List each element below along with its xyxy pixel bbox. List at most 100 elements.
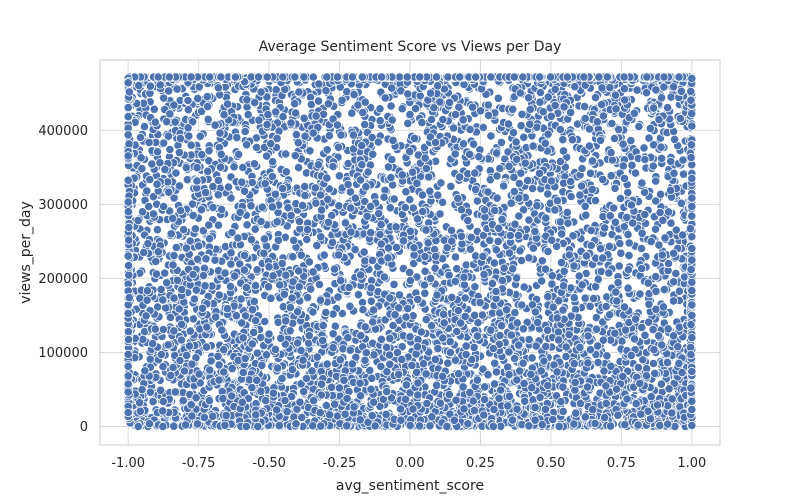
scatter-point [646,392,656,402]
scatter-point [674,286,685,296]
scatter-point [421,369,431,379]
scatter-point [334,383,344,393]
scatter-point [389,279,399,289]
scatter-point [537,256,547,266]
scatter-point [439,318,449,328]
scatter-point [598,174,608,184]
scatter-point [457,239,467,249]
scatter-point [588,293,599,304]
scatter-point [302,234,312,245]
scatter-point [651,272,661,282]
scatter-point [178,395,188,406]
scatter-point [142,286,152,296]
scatter-point [450,109,461,120]
scatter-point [182,175,192,185]
scatter-point [623,230,633,240]
scatter-point [623,265,634,275]
scatter-point [340,409,350,419]
scatter-point [585,301,595,311]
scatter-point [505,230,515,241]
scatter-point [158,421,168,432]
scatter-point [580,412,590,422]
scatter-point [405,275,415,286]
scatter-point [164,187,174,197]
scatter-point [607,118,617,129]
scatter-point [296,250,306,260]
scatter-point [304,257,314,267]
scatter-point [558,305,568,315]
scatter-point [446,181,456,191]
scatter-point [495,330,505,341]
scatter-point [656,379,667,389]
scatter-point [601,381,611,391]
scatter-point [335,355,345,365]
scatter-point [508,128,519,138]
scatter-point [242,220,252,230]
scatter-point [527,183,538,194]
scatter-point [158,362,168,372]
scatter-point [447,236,457,246]
scatter-point [648,358,659,369]
scatter-point [215,162,226,172]
scatter-point [321,400,331,411]
scatter-point [259,234,270,244]
scatter-point [632,85,642,95]
scatter-point [477,310,487,320]
scatter-point [561,342,571,352]
scatter-point [569,293,579,303]
scatter-point [159,93,169,103]
scatter-point [515,366,525,376]
scatter-point [391,222,401,232]
scatter-point [660,233,670,243]
scatter-point [668,296,679,306]
scatter-point [151,269,161,279]
scatter-point [425,421,435,431]
scatter-point [279,289,289,299]
scatter-point [360,256,370,266]
scatter-point [503,401,513,411]
scatter-point [656,153,667,163]
scatter-point [644,133,654,143]
scatter-point [640,330,650,340]
scatter-point [148,396,158,407]
scatter-point [585,168,596,178]
scatter-point [381,409,391,419]
scatter-point [136,153,146,163]
scatter-point [391,242,401,253]
scatter-point [306,284,316,294]
scatter-point [593,357,603,368]
scatter-point [213,190,223,200]
scatter-point [626,136,636,146]
scatter-point [579,102,590,112]
scatter-point [456,205,467,215]
scatter-point [595,244,606,254]
scatter-point [312,352,322,362]
scatter-point [251,315,261,326]
scatter-point [312,241,322,251]
scatter-point [158,295,168,305]
scatter-point [359,247,369,257]
scatter-point [342,421,352,431]
scatter-point [453,305,463,316]
scatter-point [261,350,272,360]
scatter-point [506,198,516,208]
scatter-point [280,395,290,406]
scatter-point [256,216,266,227]
scatter-point [345,345,355,355]
scatter-point [430,354,440,364]
scatter-point [204,395,214,406]
scatter-point [516,121,526,131]
scatter-point [158,324,168,335]
scatter-point [305,146,315,156]
scatter-point [361,348,371,358]
scatter-point [232,133,242,143]
scatter-point [655,189,666,199]
scatter-point [267,171,277,182]
scatter-point [238,162,248,173]
scatter-point [329,264,340,274]
scatter-point [570,385,580,395]
scatter-point [227,363,237,374]
scatter-point [369,350,379,360]
scatter-point [252,265,262,275]
scatter-point [596,266,606,277]
